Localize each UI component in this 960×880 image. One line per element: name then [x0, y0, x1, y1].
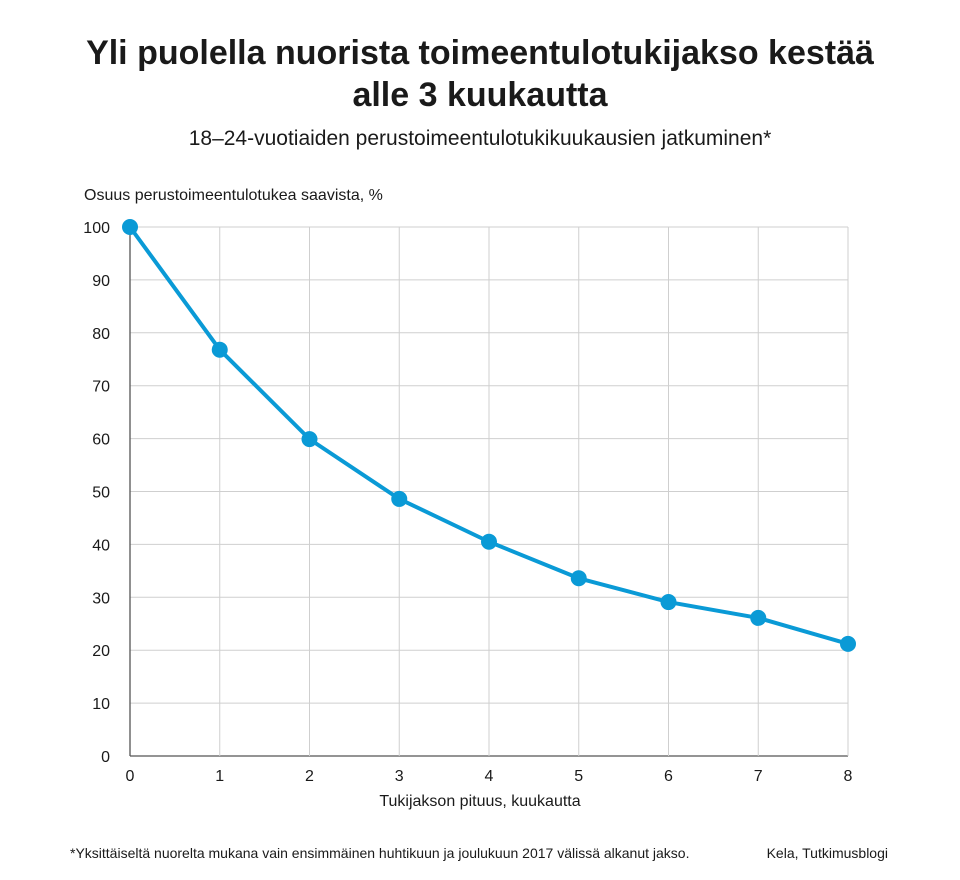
y-tick-label: 100 [83, 220, 110, 237]
y-tick-label: 30 [92, 590, 110, 607]
x-tick-label: 3 [395, 768, 404, 785]
footnote: *Yksittäiseltä nuorelta mukana vain ensi… [70, 845, 690, 861]
data-point [660, 594, 677, 611]
y-tick-label: 90 [92, 273, 110, 290]
y-tick-label: 40 [92, 537, 110, 554]
data-point [840, 635, 856, 652]
data-point [481, 533, 497, 550]
x-tick-label: 0 [126, 768, 135, 785]
y-tick-label: 50 [92, 485, 110, 502]
x-tick-label: 4 [485, 768, 494, 785]
y-tick-label: 60 [92, 432, 110, 449]
y-tick-label: 70 [92, 379, 110, 396]
y-tick-label: 0 [101, 749, 110, 766]
grid [129, 226, 849, 757]
y-tick-label: 10 [92, 696, 110, 713]
chart-subtitle: 18–24-vuotiaiden perustoimeentulotukikuu… [188, 127, 772, 150]
x-tick-label: 5 [574, 768, 583, 785]
x-tick-label: 6 [664, 768, 673, 785]
data-point [122, 219, 138, 235]
chart-title-line-2: alle 3 kuukautta [352, 76, 608, 114]
series-line [122, 219, 856, 652]
x-tick-label: 1 [215, 768, 224, 785]
chart-title-line-1: Yli puolella nuorista toimeentulotukijak… [86, 34, 874, 72]
data-point [570, 570, 587, 587]
chart-title: Yli puolella nuorista toimeentulotukijak… [0, 32, 960, 116]
data-point [391, 490, 408, 507]
source-credit: Kela, Tutkimusblogi [766, 845, 888, 861]
y-axis-ticks: 0 10 20 30 40 50 60 70 80 90 100 [83, 220, 110, 766]
data-point [750, 609, 767, 626]
y-tick-label: 20 [92, 643, 110, 660]
x-axis-ticks: 0 1 2 3 4 5 6 7 8 [126, 768, 853, 785]
y-axis-label: Osuus perustoimeentulotukea saavista, % [84, 187, 383, 204]
x-axis-label: Tukijakson pituus, kuukautta [379, 793, 581, 810]
x-tick-label: 8 [844, 768, 853, 785]
data-point [211, 341, 228, 358]
x-tick-label: 7 [754, 768, 763, 785]
x-tick-label: 2 [305, 768, 314, 785]
data-point [301, 431, 318, 448]
y-tick-label: 80 [92, 326, 110, 343]
